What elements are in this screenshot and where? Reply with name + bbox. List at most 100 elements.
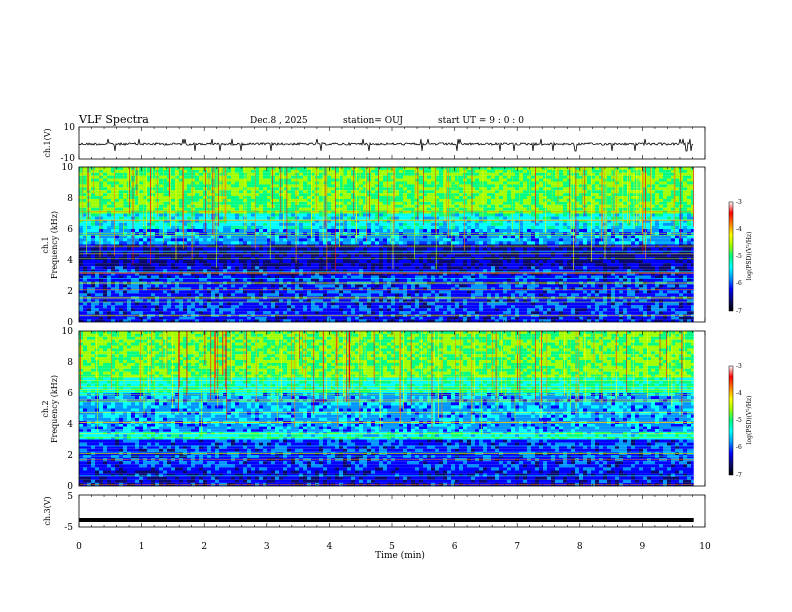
ch1-spectrogram-cell [435, 232, 439, 236]
ch1-spectrogram-cell [491, 319, 495, 322]
ch1-spectrogram-cell [419, 319, 423, 322]
ch1-spectrogram-cell [415, 250, 419, 254]
ch1-spectrogram-cell [439, 278, 443, 282]
ch1-spectrogram-cell [351, 316, 355, 320]
ch1-spectrogram-cell [139, 256, 143, 260]
ch1-spectrogram-cell [627, 229, 631, 233]
ch1-spectrogram-cell [79, 232, 83, 236]
ch1-spectrogram-cell [211, 275, 215, 279]
ch1-spectrogram-cell [583, 229, 587, 233]
ch1-spectrogram-cell [639, 266, 643, 270]
ch1-spectrogram-cell [543, 238, 547, 242]
ch1-spectrogram-cell [151, 311, 155, 315]
ch1-spectrogram-cell [523, 284, 527, 288]
ch1-spectrogram-cell [551, 308, 555, 312]
ch1-spectrogram-cell [643, 278, 647, 282]
ch1-spectrogram-cell [635, 308, 639, 312]
ch1-spectrogram-cell [467, 256, 471, 260]
ch1-spectrogram-cell [515, 293, 519, 297]
ch1-spectrogram-cell [407, 213, 411, 217]
ch1-spectrogram-cell [627, 256, 631, 260]
ch1-spectrogram-cell [251, 256, 255, 260]
ch1-spectrogram-cell [259, 290, 263, 294]
ch1-spectrogram-cell [487, 238, 491, 242]
ch1-spectrogram-cell [667, 299, 671, 303]
ch1-spectrogram-cell [599, 311, 603, 315]
ch1-spectrogram-cell [643, 238, 647, 242]
ch1-spectrogram-cell [231, 263, 235, 267]
ch1-spectrogram-cell [235, 260, 239, 264]
ch1-spectrogram-cell [471, 232, 475, 236]
ch1-spectrogram-cell [383, 284, 387, 288]
ch1-spectrogram-cell [355, 302, 359, 306]
ch1-spectrogram-cell [635, 247, 639, 251]
ch1-spectrogram-cell [351, 308, 355, 312]
ch1-spectrogram-cell [163, 260, 167, 264]
ch1-spectrogram-cell [675, 250, 679, 254]
ch1-spectrogram-cell [631, 308, 635, 312]
ch1-spectrogram-cell [239, 299, 243, 303]
ch1-spectrogram-cell [579, 235, 583, 239]
ch1-spectrogram-cell [315, 299, 319, 303]
ch1-spectrogram-cell [371, 308, 375, 312]
ch1-spectrogram-cell [631, 284, 635, 288]
ch1-spectrogram-cell [667, 247, 671, 251]
ch1-spectrogram-cell [275, 269, 279, 273]
ch1-spectrogram-cell [643, 308, 647, 312]
ch1-spectrogram-cell [267, 272, 271, 276]
ch1-spectrogram-cell [115, 302, 119, 306]
ch1-spectrogram-cell [479, 319, 483, 322]
ch1-spectrogram-cell [399, 278, 403, 282]
ch1-spectrogram-cell [247, 284, 251, 288]
ch1-spectrogram-cell [559, 302, 563, 306]
ch1-spectrogram-cell [659, 319, 663, 322]
ch1-spectrogram-cell [363, 269, 367, 273]
ch1-spectrogram-cell [555, 293, 559, 297]
ch1-spectrogram-cell [275, 260, 279, 264]
ch1-spectrogram-cell [367, 311, 371, 315]
ch1-spectrogram-cell [467, 284, 471, 288]
ch1-spectrogram-cell [135, 260, 139, 264]
ch1-spectrogram-cell [283, 229, 287, 233]
ch1-spectrogram-cell [655, 250, 659, 254]
ch1-spectrogram-cell [191, 302, 195, 306]
ch1-spectrogram-cell [443, 253, 447, 257]
ch1-spectrogram-cell [439, 247, 443, 251]
ch1-spectrogram-cell [103, 308, 107, 312]
ch1-spectrogram-cell [243, 238, 247, 242]
ch1-spectrogram-cell [191, 263, 195, 267]
ch1-spectrogram-cell [171, 260, 175, 264]
ch1-spectrogram-cell [87, 269, 91, 273]
ch1-spectrogram-cell [451, 272, 455, 276]
ch1-spectrogram-cell [143, 263, 147, 267]
ch1-spectrogram-cell [383, 278, 387, 282]
ch1-spectrogram-cell [663, 229, 667, 233]
ch1-spectrogram-cell [423, 238, 427, 242]
ch1-spectrogram-cell [635, 260, 639, 264]
ch1-spectrogram-cell [159, 287, 163, 291]
ch1-spectrogram-cell [575, 311, 579, 315]
ch1-spectrogram-cell [651, 266, 655, 270]
ch1-spectrogram-cell [443, 229, 447, 233]
ch1-spectrogram-cell [111, 213, 115, 217]
ch1-spectrogram-cell [619, 284, 623, 288]
ch1-spectrogram-cell [511, 293, 515, 297]
ch1-spectrogram-cell [531, 278, 535, 282]
ch1-spectrogram-cell [207, 260, 211, 264]
ch1-spectrogram-cell [611, 308, 615, 312]
ch1-spectrogram-cell [455, 308, 459, 312]
ch1-spectrogram-cell [471, 311, 475, 315]
ch1-spectrogram-cell [343, 311, 347, 315]
ch1-spectrogram-cell [595, 287, 599, 291]
ch1-spectrogram-cell [679, 302, 683, 306]
ch1-spectrogram-cell [143, 275, 147, 279]
ch1-spectrogram-cell [115, 275, 119, 279]
ch1-spectrogram-cell [123, 253, 127, 257]
ch1-spectrogram-cell [135, 305, 139, 309]
ch1-spectrogram-cell [491, 213, 495, 217]
ch1-spectrogram-cell [79, 253, 83, 257]
ch1-spectrogram-cell [539, 290, 543, 294]
ch1-spectrogram-cell [635, 305, 639, 309]
ch1-spectrogram-cell [387, 263, 391, 267]
ch1-spectrogram-cell [223, 287, 227, 291]
